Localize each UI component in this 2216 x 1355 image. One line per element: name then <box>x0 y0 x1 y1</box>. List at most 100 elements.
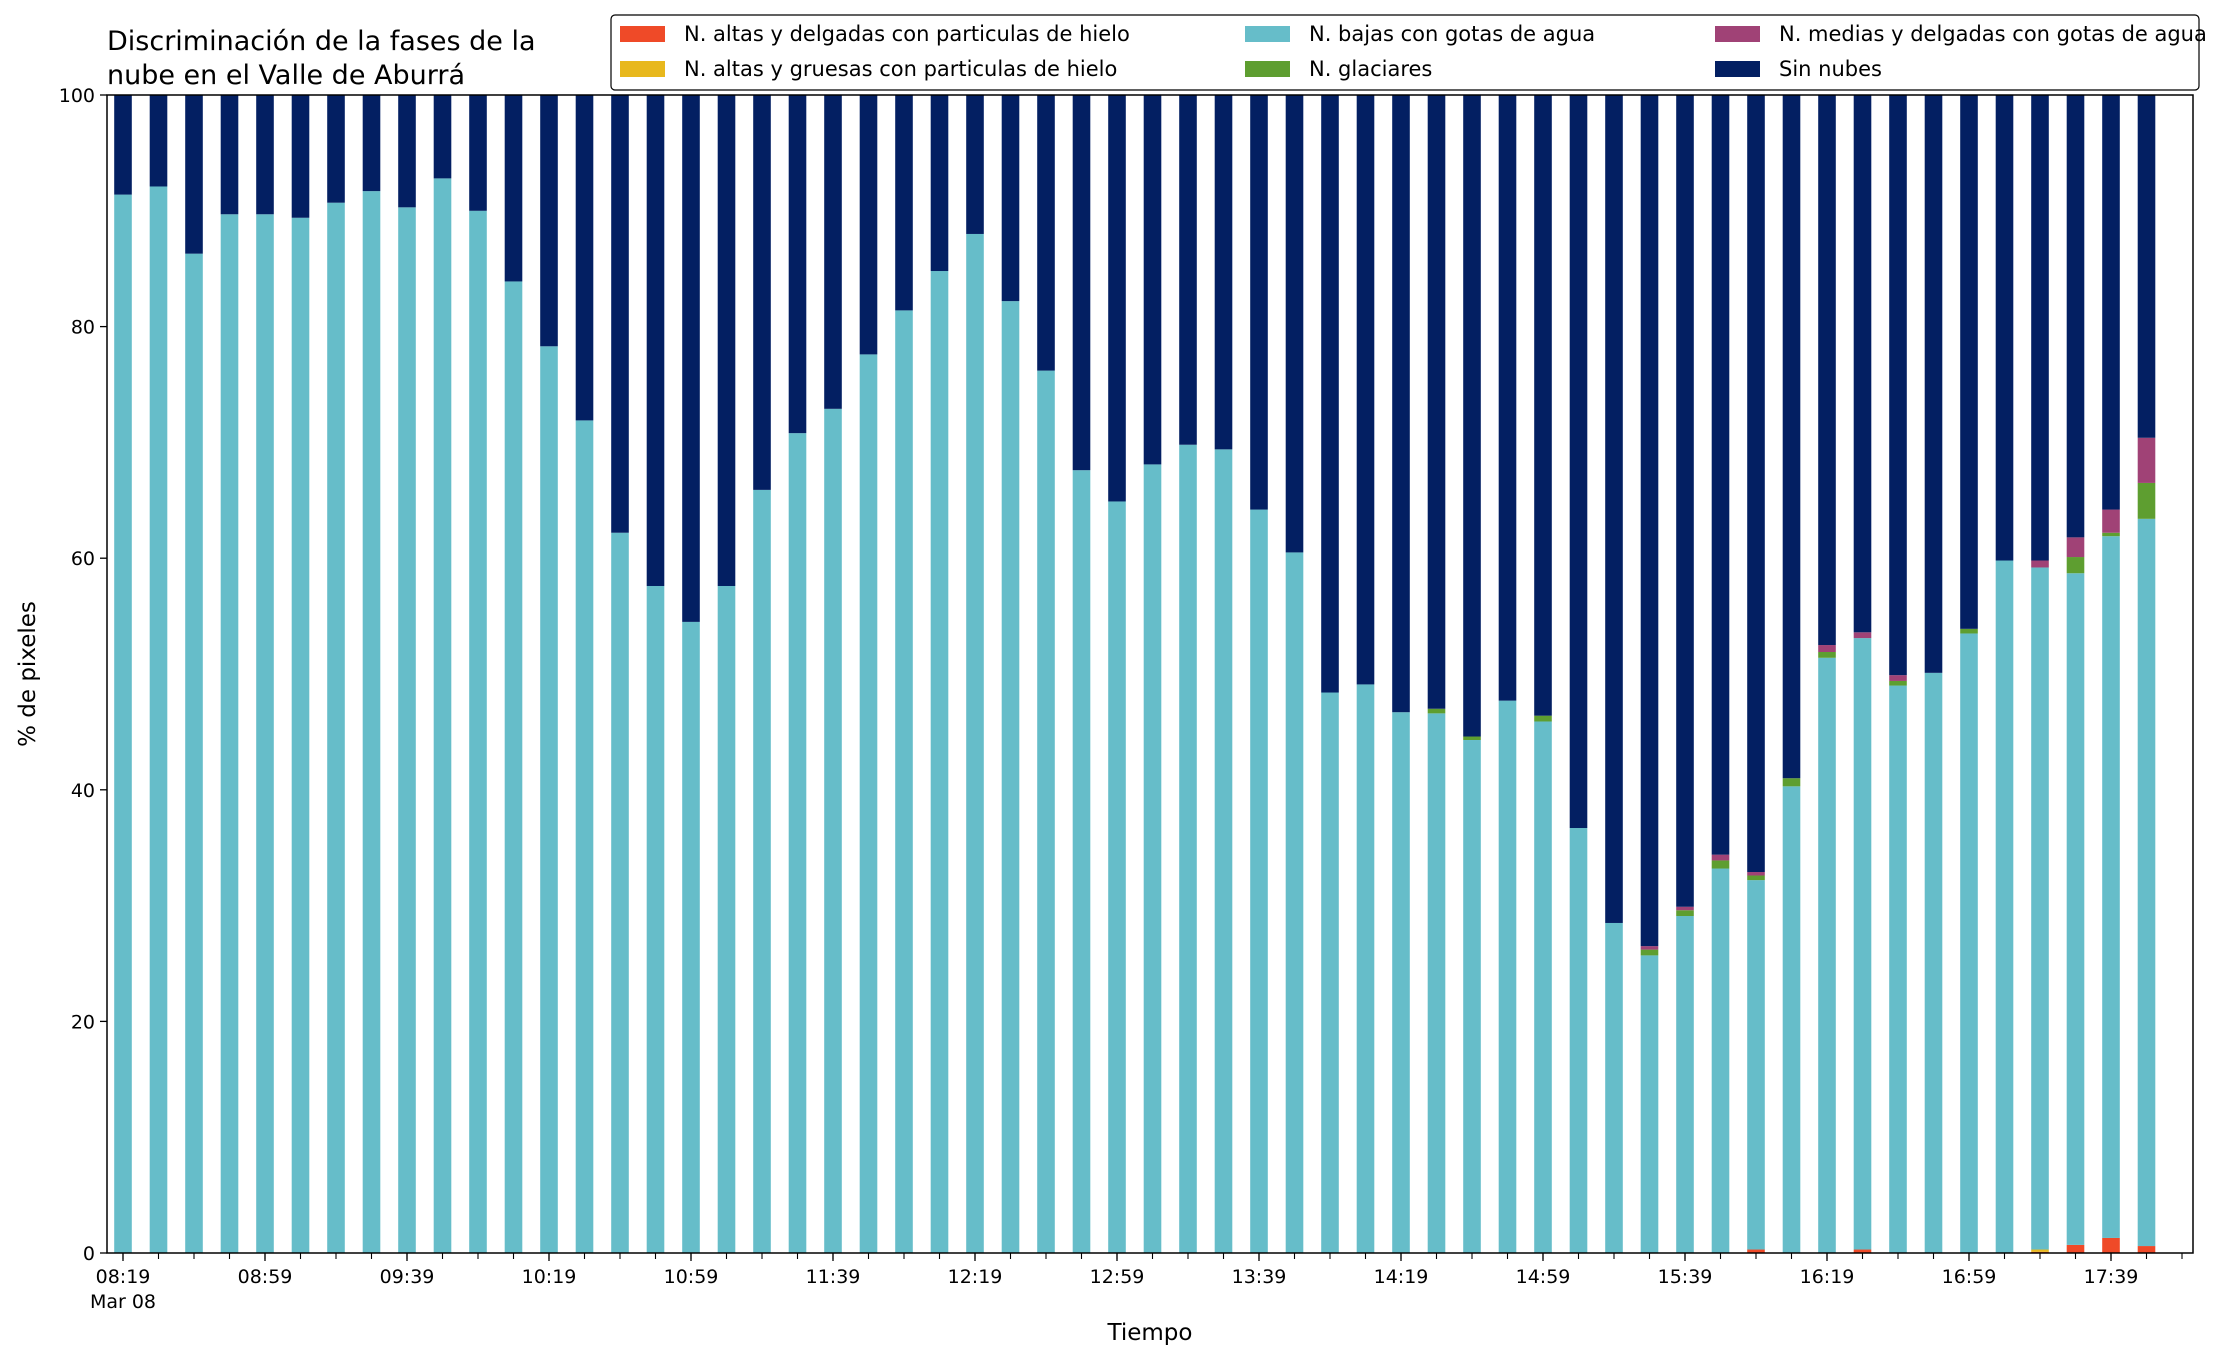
bar-segment-5-10:39 <box>611 95 629 533</box>
y-tick-label: 60 <box>71 548 95 570</box>
bar-segment-2-13:09 <box>1143 464 1162 1253</box>
bar-segment-2-11:19 <box>753 489 771 1253</box>
x-tick-label: 16:19 <box>1800 1266 1855 1288</box>
bar-segment-2-12:29 <box>1001 301 1020 1253</box>
legend-label: N. bajas con gotas de agua <box>1309 22 1595 46</box>
x-tick-label: 09:39 <box>380 1266 435 1288</box>
bar-segment-2-16:39 <box>1889 685 1907 1253</box>
chart-title-line: Discriminación de la fases de la <box>107 26 536 57</box>
bar-segment-2-12:09 <box>930 271 949 1253</box>
bar-segment-4-16:39 <box>1889 675 1907 681</box>
bar-segment-5-15:49 <box>1711 95 1730 855</box>
bar-segment-2-17:49 <box>2137 518 2156 1247</box>
chart-title: Discriminación de la fases de la nube en … <box>107 26 536 91</box>
bar-segment-5-12:49 <box>1072 95 1091 471</box>
bar-segment-5-15:29 <box>1640 95 1659 947</box>
chart-title-line: nube en el Valle de Aburrá <box>107 60 465 91</box>
legend-swatch <box>1715 61 1760 77</box>
bar-segment-2-12:39 <box>1037 370 1055 1254</box>
bar-segment-0-17:29 <box>2066 1244 2085 1253</box>
bar-segment-5-14:09 <box>1356 95 1375 685</box>
bar-segment-2-12:49 <box>1072 470 1091 1253</box>
bar-segment-2-16:49 <box>1924 672 1943 1253</box>
bar-segment-2-17:29 <box>2066 573 2085 1245</box>
bar-segment-2-11:39 <box>824 408 842 1253</box>
bar-segment-2-16:09 <box>1782 786 1801 1253</box>
legend-swatch <box>1245 26 1290 42</box>
x-axis: 08:19 08:59 09:39 10:19 10:59 11:39 12:19 12:59… <box>90 1253 2183 1313</box>
bar-segment-5-17:39 <box>2102 95 2120 510</box>
bar-segment-5-14:49 <box>1498 95 1517 701</box>
y-axis: 0 20 40 60 80 100 <box>59 85 107 1265</box>
bar-segment-2-12:19 <box>966 233 984 1253</box>
bar-segment-2-08:29 <box>149 186 168 1254</box>
bars-layer <box>114 95 2156 1254</box>
bar-segment-5-12:39 <box>1037 95 1055 371</box>
bar-segment-4-16:19 <box>1818 645 1836 652</box>
bar-segment-5-12:29 <box>1001 95 1020 302</box>
bar-segment-1-17:19 <box>2031 1249 2049 1252</box>
legend-swatch <box>1245 61 1290 77</box>
bar-segment-5-17:49 <box>2137 95 2156 438</box>
bar-segment-3-15:49 <box>1711 860 1730 869</box>
bar-segment-2-13:49 <box>1285 552 1304 1253</box>
bar-segment-2-09:29 <box>362 191 381 1254</box>
bar-segment-5-14:19 <box>1392 95 1410 713</box>
bar-segment-5-09:29 <box>362 95 381 192</box>
bar-segment-3-16:09 <box>1782 778 1801 787</box>
bar-segment-2-15:49 <box>1711 868 1730 1253</box>
bar-segment-0-17:49 <box>2137 1246 2156 1253</box>
legend-swatch <box>1715 26 1760 42</box>
bar-segment-5-08:39 <box>185 95 203 254</box>
bar-segment-2-14:29 <box>1427 713 1446 1253</box>
bar-segment-3-15:39 <box>1676 910 1694 917</box>
bar-segment-2-11:49 <box>859 354 878 1253</box>
bar-segment-2-15:29 <box>1640 955 1659 1253</box>
bar-segment-2-14:09 <box>1356 684 1375 1253</box>
y-tick-label: 20 <box>71 1011 95 1033</box>
x-tick-label: 11:39 <box>806 1266 861 1288</box>
bar-segment-5-09:49 <box>433 95 452 179</box>
x-tick-label: 10:59 <box>664 1266 719 1288</box>
bar-segment-3-14:39 <box>1463 736 1481 740</box>
bar-segment-2-10:39 <box>611 532 629 1253</box>
bar-segment-3-15:59 <box>1747 875 1765 881</box>
legend-label: N. altas y gruesas con particulas de hie… <box>684 57 1117 81</box>
x-tick-label: 12:19 <box>948 1266 1003 1288</box>
bar-segment-5-14:29 <box>1427 95 1446 709</box>
bar-segment-3-14:29 <box>1427 708 1446 714</box>
bar-segment-5-12:19 <box>966 95 984 234</box>
bar-segment-5-09:09 <box>291 95 310 218</box>
bar-segment-4-15:59 <box>1747 872 1765 876</box>
bar-segment-4-16:29 <box>1853 632 1872 639</box>
bar-segment-2-14:19 <box>1392 712 1410 1253</box>
bar-segment-5-14:59 <box>1534 95 1552 716</box>
plot-frame <box>106 94 2194 1254</box>
bar-segment-5-16:39 <box>1889 95 1907 676</box>
bar-segment-2-17:39 <box>2102 536 2120 1238</box>
bar-segment-2-08:49 <box>220 214 239 1253</box>
bar-segment-4-15:49 <box>1711 854 1730 861</box>
bar-segment-2-09:09 <box>291 217 310 1253</box>
bar-segment-5-15:09 <box>1569 95 1588 829</box>
bar-segment-2-08:59 <box>256 214 274 1253</box>
bar-segment-2-15:09 <box>1569 828 1588 1253</box>
y-tick-label: 0 <box>83 1243 95 1265</box>
bar-segment-3-16:19 <box>1818 652 1836 658</box>
bar-segment-2-15:59 <box>1747 880 1765 1250</box>
bar-segment-2-17:09 <box>1995 560 2014 1253</box>
x-axis-label: Tiempo <box>1107 1320 1193 1346</box>
legend-label: N. altas y delgadas con particulas de hi… <box>684 22 1130 46</box>
bar-segment-2-09:59 <box>469 210 487 1253</box>
bar-segment-2-11:59 <box>895 310 913 1253</box>
bar-segment-2-12:59 <box>1108 501 1126 1254</box>
bar-segment-2-16:19 <box>1818 657 1836 1253</box>
bar-segment-3-17:29 <box>2066 557 2085 574</box>
bar-segment-2-09:49 <box>433 178 452 1253</box>
x-tick-label: 14:19 <box>1374 1266 1429 1288</box>
y-tick-label: 80 <box>71 317 95 339</box>
bar-segment-4-17:49 <box>2137 437 2156 483</box>
bar-segment-5-16:59 <box>1960 95 1978 629</box>
bar-segment-2-13:59 <box>1321 692 1339 1253</box>
